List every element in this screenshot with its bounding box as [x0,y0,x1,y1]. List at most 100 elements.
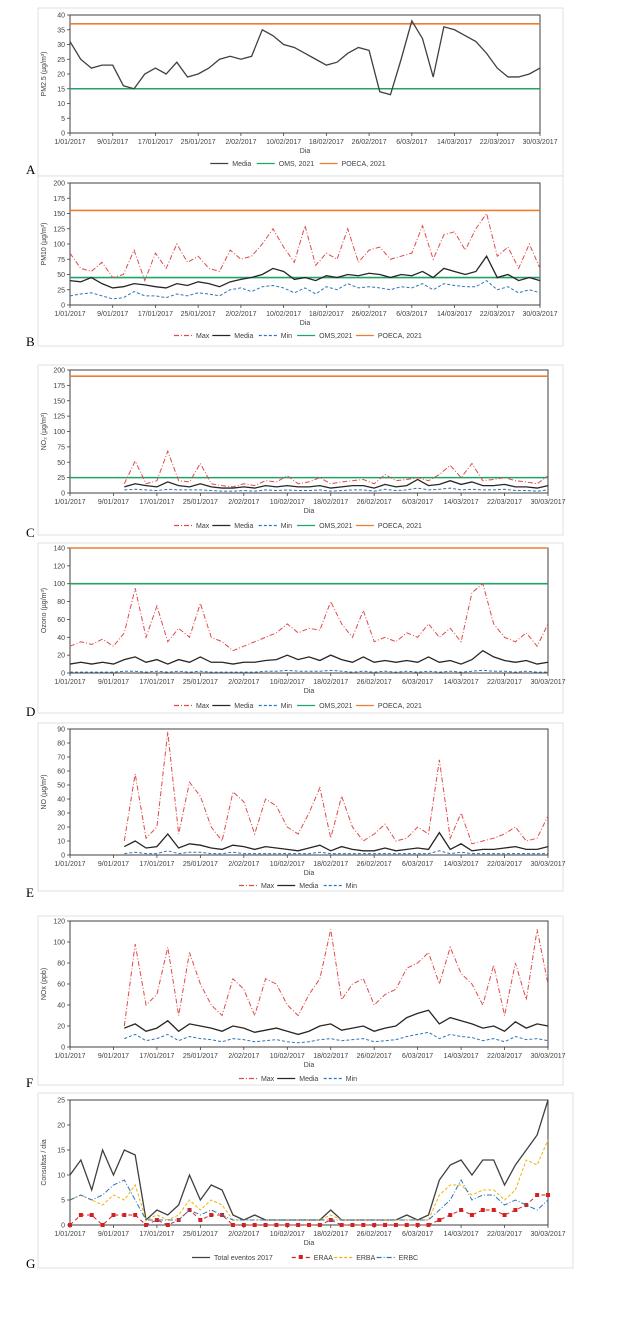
series-line [124,1009,549,1036]
x-axis-label: Dia [304,870,315,877]
data-point [165,1223,170,1227]
x-tick-label: 14/03/2017 [437,311,472,318]
legend-label: Min [281,703,292,710]
x-tick-label: 26/02/2017 [357,499,392,506]
x-tick-label: 6/03/2017 [402,679,433,686]
x-tick-label: 10/02/2017 [270,1053,305,1060]
y-axis-label: PM2.5 (µg/m³) [41,52,48,97]
x-tick-label: 22/03/2017 [480,139,515,146]
y-tick-label: 30 [57,42,65,49]
data-point [383,1223,388,1227]
legend-label: ERBC [399,1255,418,1262]
data-point [546,1193,550,1197]
chart-panel-e: 0 10 20 30 40 50 60 70 80 90 1/01/2017 9/01/2017 17/… [26,722,566,900]
y-tick-label: 0 [61,1045,65,1052]
x-tick-label: 1/01/2017 [54,139,85,146]
x-tick-label: 1/01/2017 [54,679,85,686]
x-tick-label: 18/02/2017 [313,499,348,506]
x-tick-label: 10/02/2017 [270,1231,305,1238]
x-tick-label: 2/02/2017 [228,679,259,686]
x-tick-label: 22/03/2017 [487,679,522,686]
y-tick-label: 100 [53,429,65,436]
legend-label: OMS, 2021 [279,161,315,168]
x-tick-label: 6/03/2017 [402,1231,433,1238]
y-tick-label: 25 [57,475,65,482]
x-tick-label: 1/01/2017 [54,1053,85,1060]
legend-label: OMS,2021 [319,703,353,710]
panel-frame [37,7,564,177]
y-tick-label: 25 [57,57,65,64]
x-tick-label: 14/03/2017 [444,1231,479,1238]
chart-panel-a: 0 5 10 15 20 25 30 35 40 1/01/2017 9/01/2017 17/01/… [26,7,564,177]
y-tick-label: 10 [57,101,65,108]
legend: Max Media Min [238,1076,357,1083]
panel-letter: E [26,885,34,900]
x-tick-label: 2/02/2017 [228,499,259,506]
y-tick-label: 20 [57,1024,65,1031]
y-tick-label: 125 [53,414,65,421]
data-point [317,1223,322,1227]
x-tick-label: 30/03/2017 [530,1053,565,1060]
y-tick-label: 150 [53,211,65,218]
x-tick-label: 22/03/2017 [487,861,522,868]
legend-label: ERAA [314,1255,333,1262]
y-tick-label: 100 [53,242,65,249]
series-line [69,212,541,283]
x-tick-label: 2/02/2017 [225,139,256,146]
legend-label: Media [232,161,251,168]
legend: Media OMS, 2021 POECA, 2021 [210,161,386,168]
x-axis-label: Dia [304,508,315,515]
series-line [69,279,541,300]
data-point [448,1213,453,1217]
chart-panel-c: 0 25 50 75 100 125 150 175 200 1/01/2017 9/01/2017… [26,364,566,540]
legend: Max Media Min OMS,2021 POECA, 2021 [174,703,422,710]
x-tick-label: 1/01/2017 [54,311,85,318]
x-tick-label: 2/02/2017 [228,1053,259,1060]
y-tick-label: 120 [53,919,65,926]
x-tick-label: 30/03/2017 [530,679,565,686]
legend-label: OMS,2021 [319,333,353,340]
series-line [69,254,541,289]
series-line [124,478,549,489]
x-tick-label: 9/01/2017 [98,499,129,506]
legend: Total eventos 2017 ERAA ERBA ERBC [192,1255,418,1262]
data-point [480,1208,485,1212]
legend-label: POECA, 2021 [378,523,422,530]
data-point [209,1213,214,1217]
legend-label: POECA, 2021 [342,161,386,168]
x-tick-label: 30/03/2017 [530,861,565,868]
y-tick-label: 50 [57,783,65,790]
legend-label: Min [346,1076,357,1083]
y-tick-label: 150 [53,398,65,405]
series-line [124,1031,549,1044]
data-point [491,1208,496,1212]
x-tick-label: 2/02/2017 [228,861,259,868]
y-tick-label: 75 [57,444,65,451]
y-tick-label: 40 [57,797,65,804]
y-tick-label: 120 [53,563,65,570]
x-tick-label: 9/01/2017 [97,311,128,318]
y-tick-label: 175 [53,196,65,203]
data-point [404,1223,409,1227]
y-tick-label: 0 [61,303,65,310]
data-point [187,1208,192,1212]
y-tick-label: 50 [57,272,65,279]
x-tick-label: 30/03/2017 [530,1231,565,1238]
y-tick-label: 20 [57,653,65,660]
data-point [285,1223,290,1227]
y-tick-label: 80 [57,741,65,748]
y-axis-label: NOx (ppb) [41,968,48,1000]
x-axis-label: Dia [304,1062,315,1069]
y-tick-label: 80 [57,599,65,606]
data-point [469,1213,474,1217]
data-point [307,1223,311,1227]
data-point [361,1223,366,1227]
panel-frame [37,915,564,1086]
y-axis-label: PM10 (µg/m³) [41,223,48,266]
y-tick-label: 40 [57,635,65,642]
legend-label: Min [281,333,292,340]
panel-letter: F [26,1075,33,1090]
y-tick-label: 15 [57,86,65,93]
panel-frame [37,1092,574,1269]
